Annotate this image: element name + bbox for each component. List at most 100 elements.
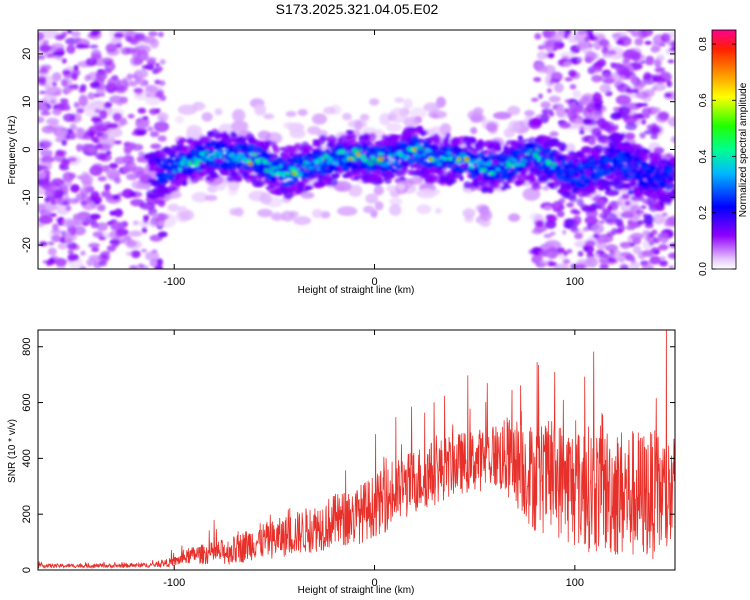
spectrogram-blob <box>214 150 219 154</box>
spectrogram-blob <box>671 188 675 194</box>
spectrogram-blob <box>216 152 223 156</box>
spectrogram-blob <box>185 164 189 168</box>
spectrogram-blob <box>92 231 104 238</box>
spectrogram-blob <box>78 94 88 107</box>
spectrogram-blob <box>600 73 614 83</box>
spectrogram-blob <box>601 120 609 125</box>
spectrogram-blob <box>362 132 371 141</box>
spectrogram-blob <box>128 230 143 237</box>
spectrogram-blob <box>300 191 315 199</box>
spectrogram-blob <box>348 158 353 161</box>
colorbar-tick-label: 0.4 <box>698 149 709 163</box>
spectrogram-blob <box>598 220 605 225</box>
spectrogram-blob <box>87 92 96 100</box>
spectrogram-blob <box>114 156 127 165</box>
spectrogram-blob <box>67 253 80 261</box>
spectrogram-blob <box>508 213 521 222</box>
spectrogram-blob <box>363 205 375 214</box>
spectrogram-blob <box>138 151 145 157</box>
spectrogram-blob <box>125 251 134 256</box>
spectrogram-blob <box>667 116 675 127</box>
spectrogram-blob <box>439 123 452 136</box>
spectrogram-blob <box>272 147 280 154</box>
spectrogram-blob <box>551 72 563 80</box>
spectrogram-blob <box>149 131 160 138</box>
spectrogram-blob <box>91 136 99 143</box>
spectrogram-blob <box>369 98 380 106</box>
spectrogram-blob <box>615 65 630 76</box>
spectrogram-blob <box>158 31 164 38</box>
spectrogram-blob <box>580 263 585 269</box>
spectrogram-blob <box>50 200 57 205</box>
spectrogram-blob <box>641 107 653 115</box>
spectrogram-blob <box>52 223 59 231</box>
spectrogram-blob <box>93 93 101 98</box>
spectrogram-blob <box>182 180 188 186</box>
spectrogram-blob <box>495 167 501 172</box>
spectrogram-blob <box>334 144 345 151</box>
spectrogram-blob <box>42 140 53 147</box>
spectrogram-blob <box>567 111 578 119</box>
spectrogram-blob <box>506 162 515 168</box>
spectrogram-blob <box>106 150 112 156</box>
spectrogram-blob <box>591 74 603 83</box>
spectrogram-blob <box>445 146 452 152</box>
spectrogram-blob <box>145 93 151 97</box>
spectrogram-blob <box>665 168 675 175</box>
spectrogram-blob <box>75 192 86 200</box>
spectrogram-blob <box>628 174 634 180</box>
spectrogram-blob <box>640 205 647 210</box>
spectrogram-blob <box>505 166 508 169</box>
spectrogram-blob <box>536 51 548 60</box>
spectrogram-blob <box>148 207 158 217</box>
spectrogram-blob <box>546 147 552 153</box>
spectrogram-blob <box>140 248 148 253</box>
spectrogram-blob <box>541 108 553 115</box>
spectrogram-blob <box>51 229 62 235</box>
spectrogram-blob <box>207 131 216 138</box>
spectrogram-blob <box>267 162 272 166</box>
spectrogram-blob <box>302 144 314 153</box>
spectrogram-blob <box>130 250 141 259</box>
spectrogram-blob <box>487 160 492 164</box>
spectrogram-blob <box>235 165 241 169</box>
spectrogram-blob <box>435 207 442 214</box>
spectrogram-blob <box>661 179 667 183</box>
spectrogram-blob <box>662 182 668 187</box>
spectrogram-blob <box>301 164 308 169</box>
spectrogram-blob <box>76 107 85 114</box>
spectrogram-blob <box>491 170 497 176</box>
spectrogram-blob <box>600 184 611 191</box>
spectrogram-blob <box>444 157 449 161</box>
spectrogram-blob <box>130 56 141 67</box>
spectrogram-blob <box>650 167 658 172</box>
spectrogram-blob <box>91 247 100 252</box>
spectrogram-blob <box>403 116 419 127</box>
spectrogram-blob <box>61 58 67 64</box>
spectrogram-blob <box>102 251 111 255</box>
spectrogram-blob <box>635 91 650 100</box>
spectrogram-blob <box>156 90 164 99</box>
spectrogram-blob <box>137 107 147 114</box>
spectrogram-blob <box>75 37 82 42</box>
spectrogram-blob <box>576 42 589 50</box>
spectrogram-blob <box>311 113 328 125</box>
spectrogram-blob <box>156 258 163 266</box>
spectrogram-blob <box>540 160 546 165</box>
spectrogram-blob <box>641 250 655 257</box>
spectrogram-blob <box>38 222 45 228</box>
spectrogram-blob <box>543 205 552 211</box>
spectrogram-blob <box>201 160 206 164</box>
spectrogram-blob <box>642 73 657 85</box>
spectrogram-blob <box>399 176 407 182</box>
spectrogram-blob <box>62 177 73 188</box>
spectrogram-blob <box>125 47 136 54</box>
spectrogram-blob <box>192 166 203 173</box>
spectrogram-blob <box>348 184 363 197</box>
spectrogram-blob <box>320 156 325 161</box>
spectrogram-blob <box>658 244 669 251</box>
spectrogram-blob <box>564 77 573 82</box>
spectrogram-blob <box>485 122 498 132</box>
spectrogram-blob <box>141 226 148 234</box>
